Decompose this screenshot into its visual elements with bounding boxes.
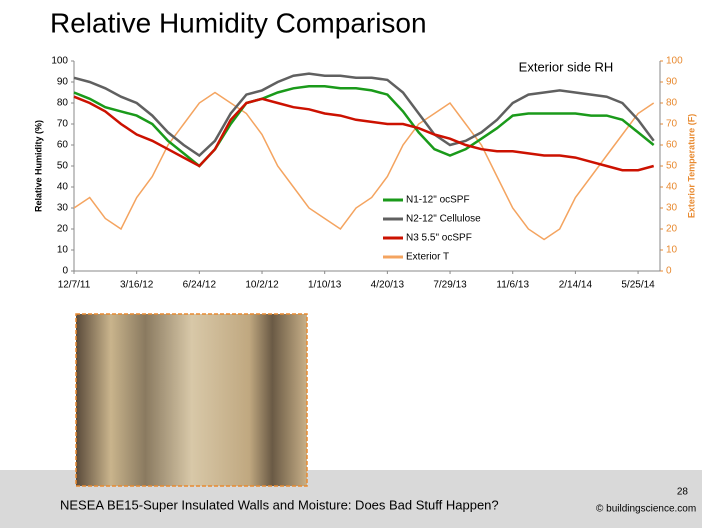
y2-axis-label: Exterior Temperature (F) — [686, 114, 696, 218]
y-tick-label: 100 — [51, 56, 68, 67]
x-tick-label: 2/14/14 — [559, 280, 593, 291]
y-tick-label: 30 — [57, 203, 69, 214]
y2-tick-label: 30 — [666, 203, 678, 214]
y-tick-label: 40 — [57, 182, 69, 193]
y-tick-label: 20 — [57, 224, 69, 235]
photo — [75, 313, 308, 487]
y2-tick-label: 20 — [666, 224, 678, 235]
annotation: Exterior side RH — [519, 59, 614, 74]
y-tick-label: 80 — [57, 98, 69, 109]
legend-label: N3 5.5" ocSPF — [406, 233, 472, 244]
y-axis-label: Relative Humidity (%) — [33, 120, 43, 212]
footer-credit: © buildingscience.com — [596, 504, 696, 515]
y2-tick-label: 100 — [666, 56, 683, 67]
y2-tick-label: 60 — [666, 140, 678, 151]
y2-tick-label: 10 — [666, 245, 678, 256]
y2-tick-label: 90 — [666, 77, 678, 88]
y-tick-label: 70 — [57, 119, 69, 130]
y-tick-label: 50 — [57, 161, 69, 172]
y2-tick-label: 0 — [666, 266, 672, 277]
x-tick-label: 3/16/12 — [120, 280, 154, 291]
x-tick-label: 5/25/14 — [621, 280, 655, 291]
x-tick-label: 4/20/13 — [371, 280, 405, 291]
legend-label: N1-12" ocSPF — [406, 195, 470, 206]
page-number: 28 — [677, 487, 689, 498]
footer-text: NESEA BE15-Super Insulated Walls and Moi… — [60, 497, 499, 512]
x-tick-label: 7/29/13 — [433, 280, 467, 291]
x-tick-label: 10/2/12 — [245, 280, 279, 291]
x-tick-label: 6/24/12 — [183, 280, 217, 291]
y2-tick-label: 50 — [666, 161, 678, 172]
x-tick-label: 12/7/11 — [58, 280, 91, 291]
y2-tick-label: 40 — [666, 182, 678, 193]
y-tick-label: 10 — [57, 245, 69, 256]
slide-title: Relative Humidity Comparison — [50, 7, 427, 38]
x-tick-label: 11/6/13 — [496, 280, 529, 291]
y2-tick-label: 80 — [666, 98, 678, 109]
y-tick-label: 0 — [62, 266, 68, 277]
y2-tick-label: 70 — [666, 119, 678, 130]
y-tick-label: 60 — [57, 140, 69, 151]
y-tick-label: 90 — [57, 77, 69, 88]
series-line — [73, 84, 655, 168]
legend-label: N2-12" Cellulose — [406, 214, 481, 225]
series-line — [73, 95, 655, 172]
x-tick-label: 1/10/13 — [308, 280, 342, 291]
series-line — [73, 72, 655, 158]
legend-label: Exterior T — [406, 252, 449, 263]
